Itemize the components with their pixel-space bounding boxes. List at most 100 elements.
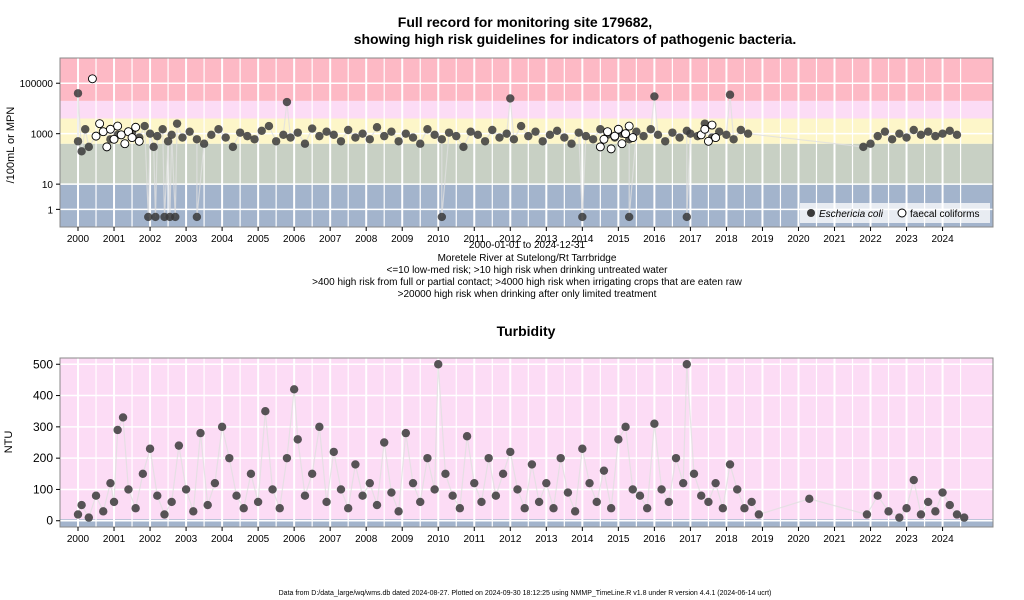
- chart1-series-0-point: [560, 133, 569, 142]
- chart2-y-tick-label: 0: [46, 514, 53, 528]
- chart1-series-0-point: [178, 133, 187, 142]
- chart1-x-tick-label: 2023: [895, 234, 918, 245]
- chart1-series-0-point: [243, 131, 252, 141]
- chart2-series-0-point: [307, 469, 317, 478]
- chart2-series-0-point: [131, 504, 140, 513]
- chart1-series-1-point: [700, 124, 710, 134]
- chart2-x-tick-label: 2022: [859, 534, 882, 545]
- chart1-series-1-point: [703, 136, 713, 146]
- chart1-series-0-point: [140, 121, 149, 131]
- chart1-x-tick-label: 2010: [427, 234, 450, 245]
- chart2-x-tick-label: 2003: [175, 534, 198, 545]
- chart1-series-0-point: [459, 142, 468, 152]
- chart1-series-0-point: [660, 137, 670, 146]
- chart2-series-0-point: [380, 438, 389, 447]
- footer-note: Data from D:/data_large/wq/wms.db dated …: [279, 590, 772, 597]
- chart1-series-0-point: [365, 135, 374, 144]
- chart2-series-0-point: [246, 469, 256, 478]
- chart1-series-1-point: [105, 124, 115, 134]
- chart2-series-0-point: [606, 504, 616, 513]
- chart2-series-0-point: [372, 500, 382, 510]
- chart1-series-0-point: [736, 125, 746, 135]
- chart1-series-0-point: [144, 212, 153, 222]
- chart2-series-0-point: [585, 478, 594, 488]
- chart1-series-0-point: [466, 127, 475, 136]
- chart2-series-0-point: [423, 453, 432, 463]
- chart1-series-0-point: [300, 139, 310, 148]
- chart1-series-0-point: [315, 131, 324, 141]
- chart2-series-0-point: [336, 485, 346, 494]
- chart2-series-0-point: [704, 497, 713, 507]
- chart2-series-0-point: [477, 497, 486, 507]
- chart2-series-0-point: [909, 475, 918, 485]
- chart2-series-0-point: [938, 488, 947, 497]
- chart2-series-0-point: [118, 413, 128, 422]
- chart1-series-1-point: [127, 133, 137, 143]
- chart1-series-0-point: [351, 133, 360, 142]
- chart1-x-tick-label: 2008: [355, 234, 378, 245]
- chart1-series-0-point: [574, 128, 583, 137]
- chart1-risk-band-4: [60, 58, 993, 101]
- chart2-x-tick-label: 2013: [535, 534, 558, 545]
- chart1-series-0-point: [293, 128, 302, 137]
- chart1-y-tick-label: 10: [42, 180, 54, 191]
- chart2-series-0-point: [534, 497, 544, 507]
- chart1-series-0-point: [506, 94, 515, 103]
- chart1-x-tick-label: 2020: [787, 234, 810, 245]
- chart2-series-0-point: [174, 441, 184, 450]
- chart2-series-0-point: [196, 428, 205, 438]
- chart1-series-1-point: [621, 129, 631, 139]
- chart2-series-0-point: [671, 453, 681, 463]
- chart2-series-0-point: [945, 500, 954, 510]
- chart2-series-0-point: [189, 507, 198, 516]
- chart2-series-0-point: [217, 422, 227, 432]
- chart1-series-1-point: [711, 133, 721, 143]
- chart2-y-tick-label: 500: [33, 357, 53, 371]
- chart2-series-0-point: [542, 478, 551, 488]
- chart1-series-0-point: [923, 127, 933, 136]
- chart2-series-0-point: [401, 428, 411, 438]
- chart1-x-tick-label: 2018: [715, 234, 738, 245]
- chart2-y-tick-label: 200: [33, 451, 53, 465]
- chart1-series-1-point: [131, 122, 141, 132]
- chart1-series-1-point: [102, 142, 112, 152]
- chart2-series-0-point: [289, 385, 299, 394]
- chart2-x-tick-label: 2002: [139, 534, 162, 545]
- chart2-series-0-point: [293, 435, 302, 444]
- chart1-series-1-point: [707, 120, 717, 130]
- chart2-series-0-point: [952, 510, 962, 519]
- chart2-x-tick-label: 2015: [607, 534, 630, 545]
- chart1-x-tick-label: 2003: [175, 234, 198, 245]
- chart2-series-0-point: [408, 478, 418, 488]
- chart1-series-1-point: [599, 134, 609, 144]
- chart2-series-0-point: [959, 513, 969, 522]
- chart1-series-1-point: [628, 133, 638, 143]
- chart1-series-0-point: [387, 127, 396, 136]
- chart1-series-1-point: [134, 136, 144, 146]
- chart2-x-tick-label: 2023: [895, 534, 918, 545]
- chart1-series-0-point: [394, 137, 403, 146]
- chart2-series-0-point: [315, 422, 324, 432]
- chart1-series-0-point: [408, 133, 418, 142]
- chart2-series-0-point: [203, 500, 212, 510]
- chart2-title: Turbidity: [497, 323, 556, 339]
- chart1-series-0-point: [931, 131, 940, 141]
- chart2-series-0-point: [679, 478, 688, 488]
- chart2-series-0-point: [711, 478, 720, 488]
- chart2-series-0-point: [599, 466, 609, 475]
- chart1-series-0-point: [221, 133, 230, 142]
- chart2-series-0-point: [153, 491, 162, 500]
- chart1-series-1-point: [606, 144, 616, 154]
- chart2-series-0-point: [239, 504, 248, 513]
- chart2-series-0-point: [682, 360, 692, 369]
- chart2-series-0-point: [498, 469, 508, 478]
- chart1-x-tick-label: 2001: [103, 234, 126, 245]
- chart2-series-0-point: [747, 497, 756, 507]
- chart2-series-0-point: [434, 360, 443, 369]
- chart2-x-tick-label: 2020: [787, 534, 810, 545]
- chart1-y-axis-label: /100mL or MPN: [5, 107, 17, 184]
- chart1-series-0-point: [329, 130, 338, 140]
- chart2-series-0-point: [109, 497, 119, 507]
- chart2-series-0-point: [77, 500, 86, 510]
